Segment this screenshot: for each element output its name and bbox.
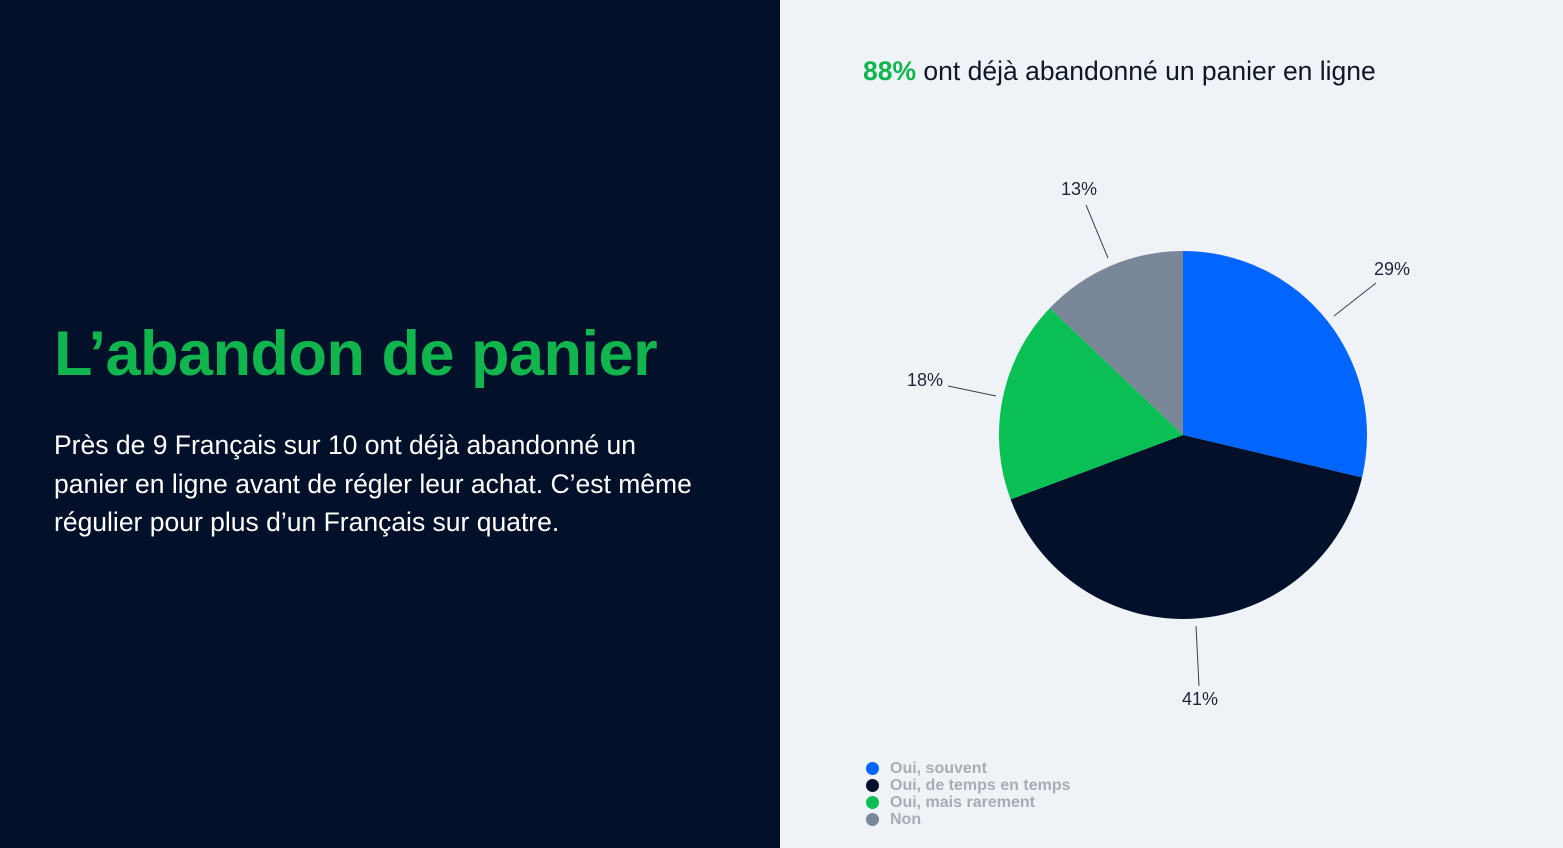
legend-swatch-icon [866,762,879,775]
chart-title: 88% ont déjà abandonné un panier en lign… [863,56,1376,87]
pie-data-labels: 29% 41% 18% 13% [907,179,1410,709]
left-panel: L’abandon de panier Près de 9 Français s… [0,0,780,848]
data-label: 13% [1061,179,1097,199]
leader-line [1195,625,1200,687]
intro-paragraph: Près de 9 Français sur 10 ont déjà aband… [54,430,692,537]
leader-line [1333,282,1377,317]
pie-slice-non [1049,251,1183,435]
legend-item-oui-souvent: Oui, souvent [866,760,1070,777]
chart-title-highlight: 88% [863,56,917,86]
pie-slice-oui-souvent [1183,251,1367,478]
legend-swatch-icon [866,813,879,826]
chart-legend: Oui, souvent Oui, de temps en temps Oui,… [866,760,1070,828]
data-label: 18% [907,370,943,390]
legend-label: Oui, de temps en temps [890,777,1071,794]
legend-swatch-icon [866,796,879,809]
legend-swatch-icon [866,779,879,792]
legend-item-oui-de-temps-en-temps: Oui, de temps en temps [866,777,1070,794]
data-label: 29% [1374,259,1410,279]
pie-chart: 29% 41% 18% 13% [907,179,1410,709]
chart-title-text: ont déjà abandonné un panier en ligne [916,56,1376,86]
legend-label: Non [890,811,922,828]
pie-slice-oui-de-temps-en-temps [1010,435,1363,620]
pie-slices [999,251,1367,620]
chart-panel: 88% ont déjà abandonné un panier en lign… [780,0,1563,848]
leader-line [947,385,997,397]
legend-item-non: Non [866,811,1070,828]
pie-slice-oui-mais-rarement [999,307,1183,500]
data-label: 41% [1182,689,1218,709]
legend-label: Oui, souvent [890,760,987,777]
legend-label: Oui, mais rarement [890,794,1035,811]
page-title: L’abandon de panier [54,319,658,389]
leader-line [1085,204,1109,259]
pie-leader-lines [947,204,1377,687]
legend-item-oui-mais-rarement: Oui, mais rarement [866,794,1070,811]
